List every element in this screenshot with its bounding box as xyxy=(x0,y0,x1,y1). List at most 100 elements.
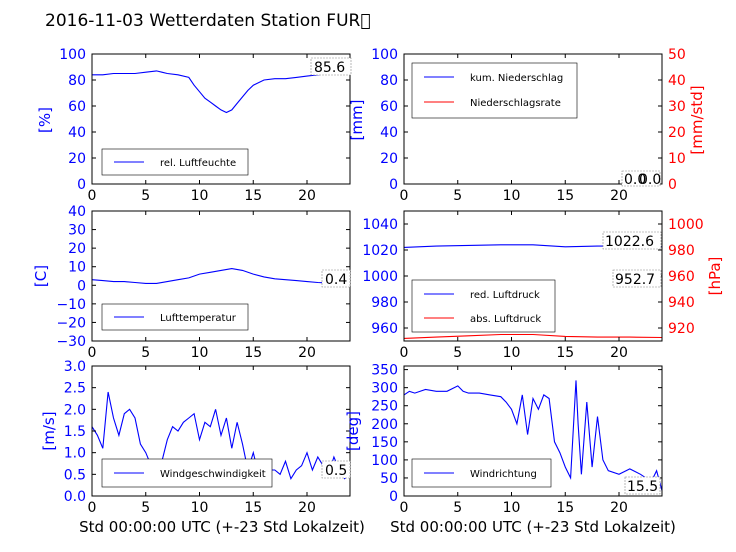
y-tick-label: 2.0 xyxy=(64,402,86,418)
y-tick-label-right: 1000 xyxy=(668,217,704,233)
y-tick-label: 1020 xyxy=(362,243,398,259)
x-tick-label: 10 xyxy=(503,345,521,361)
precip-y-label-right: [mm/std] xyxy=(688,85,706,154)
y-tick-label: 1.5 xyxy=(64,424,86,440)
wind-speed-legend: Windgeschwindigkeit xyxy=(101,458,273,488)
annotation-box xyxy=(624,476,661,495)
y-tick-label: 0 xyxy=(389,489,398,505)
series-line-abs. Luftdruck xyxy=(403,333,663,339)
y-tick-label: 40 xyxy=(380,125,398,141)
humidity-plot: 0 5 10 15 20 0 20 40 60 80 100 xyxy=(59,47,351,204)
series-line-Lufttemperatur xyxy=(91,268,351,286)
x-tick-label: 20 xyxy=(610,188,628,204)
pressure-legend: red. Luftdruck abs. Luftdruck xyxy=(411,279,556,333)
series-line-Windrichtung xyxy=(403,380,663,491)
y-tick-label: 50 xyxy=(380,471,398,487)
y-tick-label: 1000 xyxy=(362,269,398,285)
y-tick-label: 30 xyxy=(68,223,86,239)
y-tick-label-right: 50 xyxy=(668,47,686,63)
plot-frame xyxy=(91,53,351,185)
x-tick-label: 15 xyxy=(244,188,262,204)
y-tick-label: −30 xyxy=(56,334,86,350)
wind-speed-plot: 0 5 10 15 20 0.0 0.5 1.0 1.5 2.0 2.5 3.0 xyxy=(64,359,351,516)
y-tick-label: 20 xyxy=(68,151,86,167)
wind-speed-panel: [m/s] 0 5 10 15 20 0.0 0.5 1.0 1.5 2.0 2.5 3.0 Wind… xyxy=(40,359,365,536)
legend-label-temperature: Lufttemperatur xyxy=(160,313,237,324)
x-tick-label: 5 xyxy=(453,345,462,361)
plot-frame xyxy=(403,53,663,185)
y-tick-label: 960 xyxy=(371,321,398,337)
annotation-value: 1022.6 xyxy=(605,234,654,250)
y-tick-label-right: 0 xyxy=(668,177,677,193)
pressure-y-label-right: [hPa] xyxy=(706,257,724,296)
y-tick-label: 40 xyxy=(68,125,86,141)
x-tick-label: 10 xyxy=(191,500,209,516)
y-tick-label-right: 20 xyxy=(668,125,686,141)
annotation-value-2: 0.0 xyxy=(639,172,661,188)
wind-dir-annotation: 15.5 xyxy=(624,476,661,495)
x-tick-label: 20 xyxy=(610,500,628,516)
y-tick-label: 20 xyxy=(68,241,86,257)
y-tick-label: 60 xyxy=(68,99,86,115)
annotation-value-2: 952.7 xyxy=(615,272,655,288)
figure-title: 2016-11-03 Wetterdaten Station FUR  xyxy=(45,11,371,31)
humidity-legend: rel. Luftfeuchte xyxy=(101,148,249,176)
series-line-rel. Luftfeuchte xyxy=(92,70,350,114)
y-tick-label: 2.5 xyxy=(64,381,86,397)
x-tick-label: 15 xyxy=(556,345,574,361)
x-tick-label: 10 xyxy=(503,500,521,516)
x-tick-label: 0 xyxy=(400,500,409,516)
temperature-legend: Lufttemperatur xyxy=(101,303,249,331)
y-tick-label: 3.0 xyxy=(64,359,86,375)
annotation-box xyxy=(621,170,661,187)
x-tick-label: 0 xyxy=(400,188,409,204)
y-tick-label-right: 940 xyxy=(668,295,695,311)
annotation-value: 15.5 xyxy=(627,479,658,495)
x-tick-label: 20 xyxy=(298,500,316,516)
humidity-annotation: 85.6 xyxy=(310,57,352,76)
y-tick-label-right: 40 xyxy=(668,73,686,89)
humidity-panel: [%] 0 5 10 15 20 0 20 40 60 80 100 rel. Luftfeucht… xyxy=(36,47,352,204)
x-tick-label: 0 xyxy=(88,345,97,361)
y-tick-label: 100 xyxy=(371,47,398,63)
legend-label-precip-rate: Niederschlagsrate xyxy=(470,98,561,109)
x-tick-label: 15 xyxy=(244,500,262,516)
wind-dir-y-label: [deg] xyxy=(344,411,362,451)
wind-speed-y-label: [m/s] xyxy=(40,411,58,450)
precip-legend: kum. Niederschlag Niederschlagsrate xyxy=(411,62,578,119)
y-tick-label: 80 xyxy=(68,73,86,89)
x-tick-label: 0 xyxy=(88,188,97,204)
y-tick-label: 200 xyxy=(371,417,398,433)
precip-y-label: [mm] xyxy=(348,100,366,141)
x-tick-label: 20 xyxy=(298,188,316,204)
plot-frame xyxy=(403,365,663,497)
annotation-box-2 xyxy=(612,269,662,288)
x-tick-label: 5 xyxy=(453,188,462,204)
temperature-y-label: [C] xyxy=(32,265,50,287)
wind-dir-legend: Windrichtung xyxy=(411,458,552,488)
y-tick-label: 60 xyxy=(380,99,398,115)
y-tick-label: −10 xyxy=(56,297,86,313)
y-tick-label: 250 xyxy=(371,399,398,415)
pressure-annotation: 1022.6 952.7 xyxy=(602,231,662,288)
legend-label-wind-speed: Windgeschwindigkeit xyxy=(160,469,266,480)
y-tick-label-right: 980 xyxy=(668,243,695,259)
y-tick-label: 150 xyxy=(371,435,398,451)
y-tick-label: 20 xyxy=(380,151,398,167)
legend-box xyxy=(411,62,578,119)
annotation-box xyxy=(321,269,351,288)
x-tick-label: 15 xyxy=(556,500,574,516)
wind-dir-x-label: Std 00:00:00 UTC (+-23 Std Lokalzeit) xyxy=(390,518,676,536)
precip-annotation: 0.0 0.0 xyxy=(621,170,661,188)
temperature-plot: 0 5 10 15 20 −30 −20 −10 0 10 20 30 40 xyxy=(56,204,351,361)
x-tick-label: 15 xyxy=(556,188,574,204)
annotation-value: 0.4 xyxy=(325,272,347,288)
y-tick-label: 100 xyxy=(371,453,398,469)
legend-label-pressure-red: red. Luftdruck xyxy=(470,290,540,301)
y-tick-label: 350 xyxy=(371,363,398,379)
y-tick-label: 0.0 xyxy=(64,489,86,505)
precip-plot: 0 5 10 15 20 0 20 40 60 80 100 0 10 20 30 40 50 xyxy=(371,47,686,204)
x-tick-label: 5 xyxy=(141,500,150,516)
